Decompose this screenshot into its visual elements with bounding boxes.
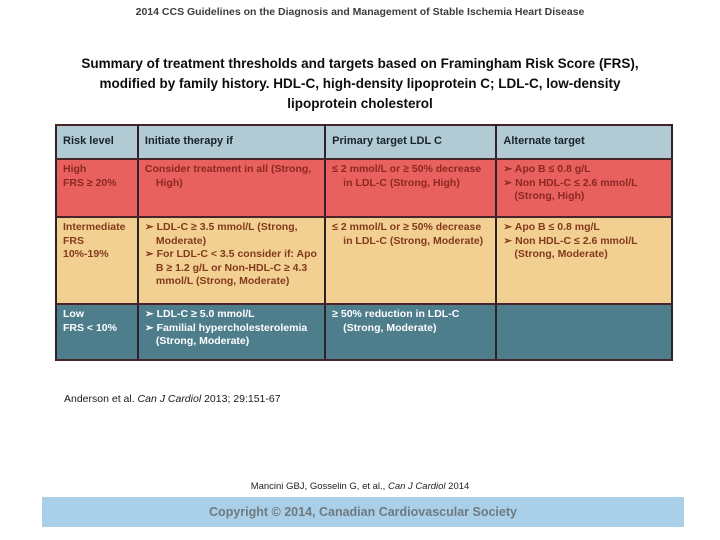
cell-line: ➢ Familial hypercholesterolemia (Strong,… <box>144 321 308 348</box>
cell-initiate-therapy: Consider treatment in all (Strong, High) <box>136 158 327 218</box>
copyright-bar: Copyright © 2014, Canadian Cardiovascula… <box>42 497 684 527</box>
table-row-high: High FRS ≥ 20% Consider treatment in all… <box>55 158 673 218</box>
cell-alternate-target <box>495 303 673 361</box>
risk-level-label: High <box>63 163 87 175</box>
header-risk-level: Risk level <box>55 124 139 160</box>
cell-risk-level: Intermediate FRS 10%-19% <box>55 216 139 305</box>
cell-line: ➢ For LDL-C < 3.5 consider if: Apo B ≥ 1… <box>144 248 317 287</box>
cell-line: ➢ LDL-C ≥ 5.0 mmol/L <box>144 308 255 320</box>
risk-table: Risk level Initiate therapy if Primary t… <box>55 124 673 361</box>
table-row-low: Low FRS < 10% ➢ LDL-C ≥ 5.0 mmol/L ➢ Fam… <box>55 303 673 361</box>
cell-initiate-therapy: ➢ LDL-C ≥ 5.0 mmol/L ➢ Familial hypercho… <box>136 303 327 361</box>
citation-prefix: Anderson et al. <box>64 393 138 405</box>
cell-risk-level: High FRS ≥ 20% <box>55 158 139 218</box>
table-header-row: Risk level Initiate therapy if Primary t… <box>55 124 673 160</box>
cell-primary-target: ≥ 50% reduction in LDL-C (Strong, Modera… <box>324 303 498 361</box>
frs-range: FRS 10%-19% <box>63 234 109 261</box>
risk-level-label: Low <box>63 308 84 320</box>
mancini-source-line: Mancini GBJ, Gosselin G, et al., Can J C… <box>0 481 720 492</box>
cell-line: ≤ 2 mmol/L or ≥ 50% decrease in LDL-C (S… <box>332 163 482 189</box>
cell-line: Consider treatment in all (Strong, High) <box>144 163 312 189</box>
cell-risk-level: Low FRS < 10% <box>55 303 139 361</box>
source-suffix: 2014 <box>445 481 470 492</box>
cell-line: ➢ Non HDL-C ≤ 2.6 mmol/L (Strong, High) <box>503 176 638 203</box>
header-primary-target: Primary target LDL C <box>324 124 498 160</box>
source-prefix: Mancini GBJ, Gosselin G, et al., <box>250 481 388 492</box>
risk-level-label: Intermediate <box>63 221 126 233</box>
frs-range: FRS ≥ 20% <box>63 176 117 189</box>
slide-header-title: 2014 CCS Guidelines on the Diagnosis and… <box>135 6 585 18</box>
cell-alternate-target: ➢ Apo B ≤ 0.8 mg/L ➢ Non HDL-C ≤ 2.6 mmo… <box>495 216 673 305</box>
anderson-citation: Anderson et al. Can J Cardiol 2013; 29:1… <box>64 393 281 405</box>
citation-journal: Can J Cardiol <box>137 393 202 405</box>
table-row-intermediate: Intermediate FRS 10%-19% ➢ LDL-C ≥ 3.5 m… <box>55 216 673 305</box>
cell-primary-target: ≤ 2 mmol/L or ≥ 50% decrease in LDL-C (S… <box>324 216 498 305</box>
cell-alternate-target: ➢ Apo B ≤ 0.8 g/L ➢ Non HDL-C ≤ 2.6 mmol… <box>495 158 673 218</box>
header-alternate-target: Alternate target <box>495 124 673 160</box>
citation-suffix: 2013; 29:151-67 <box>201 393 281 405</box>
frs-range: FRS < 10% <box>63 321 117 334</box>
slide-subtitle: Summary of treatment thresholds and targ… <box>81 56 639 111</box>
cell-primary-target: ≤ 2 mmol/L or ≥ 50% decrease in LDL-C (S… <box>324 158 498 218</box>
risk-table-container: Risk level Initiate therapy if Primary t… <box>55 124 673 361</box>
header-initiate-therapy: Initiate therapy if <box>136 124 327 160</box>
cell-line: ➢ LDL-C ≥ 3.5 mmol/L (Strong, Moderate) <box>144 221 298 247</box>
cell-line: ≥ 50% reduction in LDL-C (Strong, Modera… <box>332 308 460 334</box>
cell-initiate-therapy: ➢ LDL-C ≥ 3.5 mmol/L (Strong, Moderate) … <box>136 216 327 305</box>
cell-line: ➢ Apo B ≤ 0.8 mg/L <box>503 221 600 233</box>
cell-line: ≤ 2 mmol/L or ≥ 50% decrease in LDL-C (S… <box>332 221 484 247</box>
source-journal: Can J Cardiol <box>387 481 446 492</box>
cell-line: ➢ Non HDL-C ≤ 2.6 mmol/L (Strong, Modera… <box>503 234 638 261</box>
cell-line: ➢ Apo B ≤ 0.8 g/L <box>503 163 591 175</box>
